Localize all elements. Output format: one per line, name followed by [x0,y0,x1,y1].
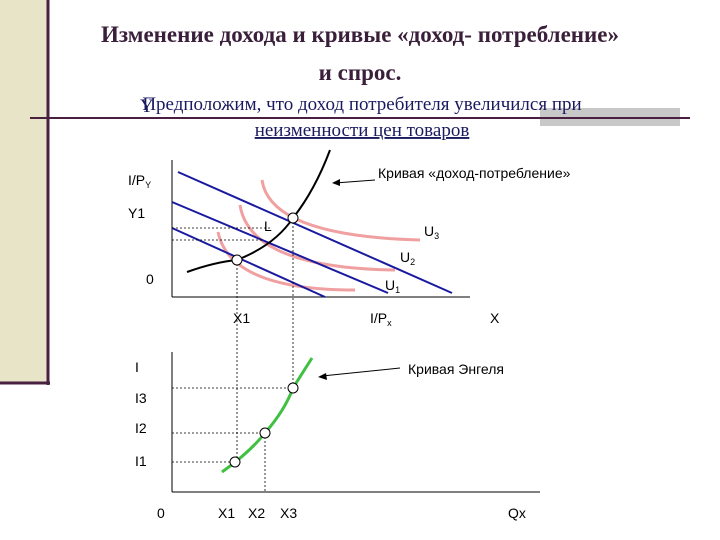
point [259,427,271,439]
label: U2 [400,249,415,267]
curve-label: Кривая Энгеля [408,361,504,377]
point [287,212,299,224]
label: I3 [135,390,147,406]
engel-curve [221,357,314,474]
stray-mark: Y [140,96,154,117]
indifference-curve [238,204,396,272]
label: U3 [424,223,439,241]
arrow [334,179,376,184]
arrow [321,367,401,377]
title: Изменение дохода и кривые «доход- потреб… [101,22,619,47]
subtitle: неизменности цен товаров [255,120,470,141]
curve-label: Кривая «доход-потребление» [378,165,571,181]
axis-label: I [135,359,139,375]
label: I1 [135,453,147,469]
axis-label: Qx [508,505,526,521]
budget-line [171,201,389,294]
label: X3 [280,505,297,521]
diagram-1: I/PY Y1 0 L U3 U2 U1 X1 I/Px X Кривая «д… [128,149,571,462]
axis-label: X [490,310,500,326]
point [229,456,241,468]
diagram-2: I I3 I2 I1 0 X1 X2 X3 Qx Кривая Энгеля [135,352,540,521]
label: I2 [135,420,147,436]
point [231,254,243,266]
label: U1 [385,277,400,295]
label: X2 [248,505,265,521]
label: 0 [157,505,165,521]
label: X1 [218,505,235,521]
budget-line [171,227,326,298]
label: 0 [146,271,154,287]
title: и спрос. [319,60,402,85]
income-consumption-curve [186,149,331,273]
point [287,382,299,394]
indifference-curve [260,179,421,242]
side-bar [0,0,48,383]
label: L [264,218,272,234]
label: Y1 [128,205,145,221]
label: X1 [233,310,250,326]
indifference-curve [216,231,356,292]
arrow-head [318,373,327,380]
subtitle: Предположим, что доход потребителя увели… [142,94,581,115]
axis-label: I/PY [128,172,151,190]
arrow-head [332,179,340,186]
budget-line [177,171,453,294]
label: I/Px [370,310,392,328]
